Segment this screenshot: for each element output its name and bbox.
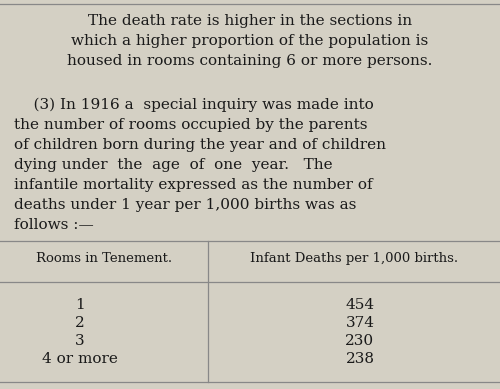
Text: 238: 238 bbox=[346, 352, 374, 366]
Text: follows :—: follows :— bbox=[14, 218, 94, 232]
Text: (3) In 1916 a  special inquiry was made into: (3) In 1916 a special inquiry was made i… bbox=[14, 98, 374, 112]
Text: deaths under 1 year per 1,000 births was as: deaths under 1 year per 1,000 births was… bbox=[14, 198, 356, 212]
Text: 230: 230 bbox=[346, 334, 374, 348]
Text: 2: 2 bbox=[75, 316, 85, 330]
Text: 1: 1 bbox=[75, 298, 85, 312]
Text: dying under  the  age  of  one  year.   The: dying under the age of one year. The bbox=[14, 158, 332, 172]
Text: infantile mortality expressed as the number of: infantile mortality expressed as the num… bbox=[14, 178, 372, 192]
Text: of children born during the year and of children: of children born during the year and of … bbox=[14, 138, 386, 152]
Text: The death rate is higher in the sections in: The death rate is higher in the sections… bbox=[88, 14, 412, 28]
Text: 3: 3 bbox=[75, 334, 85, 348]
Text: Rooms in Tenement.: Rooms in Tenement. bbox=[36, 252, 172, 265]
Text: 4 or more: 4 or more bbox=[42, 352, 118, 366]
Text: Infant Deaths per 1,000 births.: Infant Deaths per 1,000 births. bbox=[250, 252, 458, 265]
Text: housed in rooms containing 6 or more persons.: housed in rooms containing 6 or more per… bbox=[68, 54, 432, 68]
Text: 374: 374 bbox=[346, 316, 374, 330]
Text: 454: 454 bbox=[346, 298, 374, 312]
Text: which a higher proportion of the population is: which a higher proportion of the populat… bbox=[72, 34, 428, 48]
Text: the number of rooms occupied by the parents: the number of rooms occupied by the pare… bbox=[14, 118, 368, 132]
